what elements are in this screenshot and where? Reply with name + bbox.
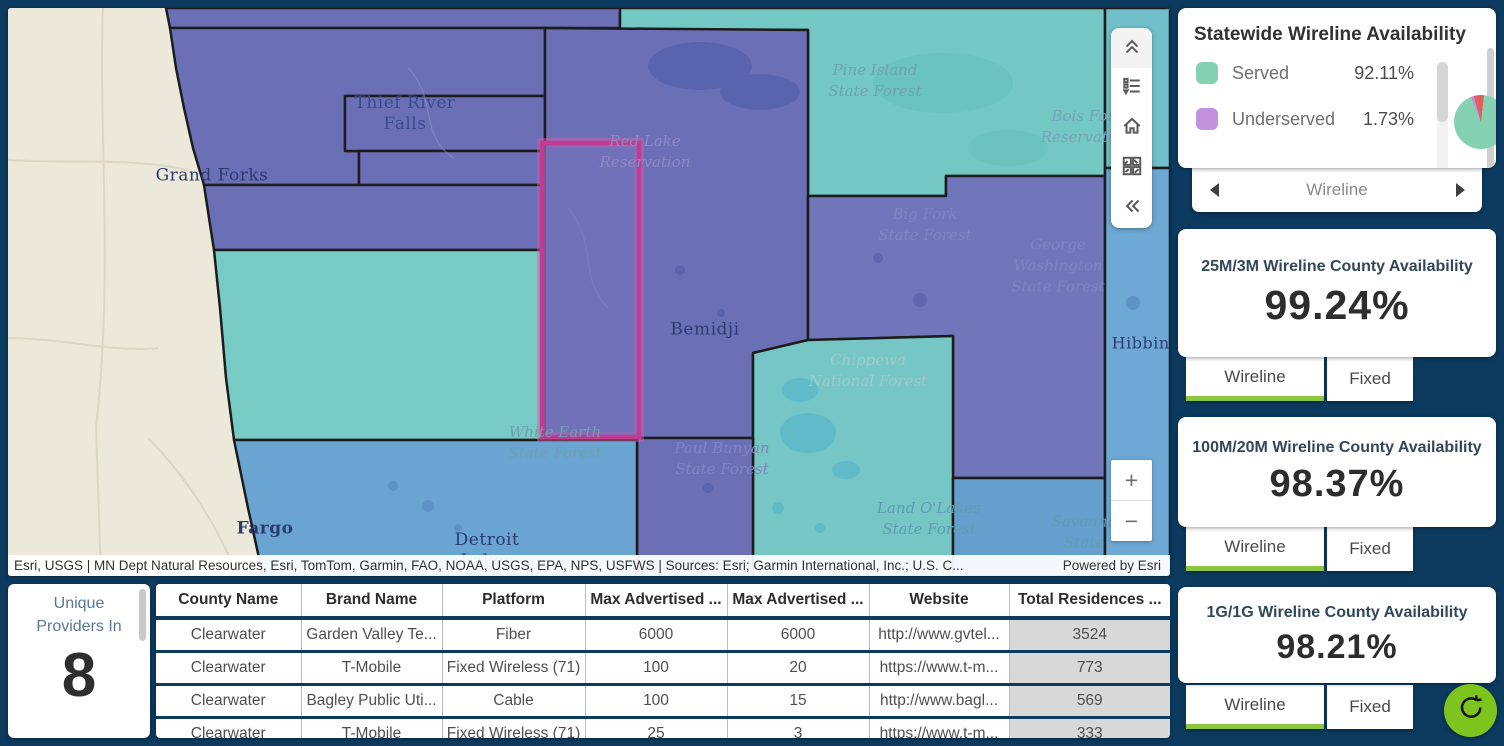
col-county-name[interactable]: County Name bbox=[156, 584, 302, 620]
stat-card: 100M/20M Wireline County Availability 98… bbox=[1178, 417, 1496, 527]
tab-fixed[interactable]: Fixed bbox=[1327, 357, 1413, 401]
stat-title: 25M/3M Wireline County Availability bbox=[1201, 257, 1473, 275]
stat-title: 100M/20M Wireline County Availability bbox=[1192, 438, 1482, 456]
basemap-gallery-button[interactable] bbox=[1111, 148, 1152, 188]
col-max-advertised-down[interactable]: Max Advertised ... bbox=[585, 584, 728, 620]
carousel-page-label: Wireline bbox=[1306, 180, 1368, 199]
tabs: Wireline Fixed bbox=[1178, 357, 1496, 401]
col-website[interactable]: Website bbox=[869, 584, 1010, 620]
tabs: Wireline Fixed bbox=[1178, 685, 1496, 729]
zoom-in-button[interactable]: + bbox=[1124, 466, 1139, 493]
col-total-residences[interactable]: Total Residences ... bbox=[1009, 584, 1170, 620]
indicator-scrollbar[interactable] bbox=[139, 589, 146, 641]
served-label: Served bbox=[1232, 62, 1290, 83]
stat-card: 25M/3M Wireline County Availability 99.2… bbox=[1178, 229, 1496, 357]
selected-county-clearwater bbox=[537, 138, 644, 442]
county-top-strip bbox=[164, 8, 622, 30]
stat-card: 1G/1G Wireline County Availability 98.21… bbox=[1178, 587, 1496, 683]
tab-fixed[interactable]: Fixed bbox=[1327, 527, 1413, 571]
website-link[interactable]: http://www.bagl... bbox=[869, 684, 1010, 719]
table-header-row: County Name Brand Name Platform Max Adve… bbox=[156, 584, 1170, 620]
county-becker bbox=[232, 438, 639, 576]
underserved-swatch bbox=[1196, 108, 1218, 130]
collapse-up-button[interactable] bbox=[1111, 28, 1152, 68]
card-1g-1g: 1G/1G Wireline County Availability 98.21… bbox=[1178, 587, 1496, 729]
refresh-button[interactable] bbox=[1444, 684, 1497, 737]
col-max-advertised-up[interactable]: Max Advertised ... bbox=[727, 584, 870, 620]
legend-item-underserved: Underserved 1.73% bbox=[1178, 96, 1496, 142]
chevron-double-up-icon bbox=[1121, 35, 1143, 62]
stat-title: 1G/1G Wireline County Availability bbox=[1206, 603, 1468, 621]
county-cass bbox=[751, 334, 955, 576]
panel-carousel: Wireline bbox=[1192, 168, 1482, 212]
zoom-out-button[interactable]: − bbox=[1111, 500, 1152, 541]
stat-value: 99.24% bbox=[1264, 281, 1410, 328]
underserved-value: 1.73% bbox=[1362, 108, 1414, 129]
powered-by-esri: Powered by Esri bbox=[1062, 558, 1161, 573]
lakes bbox=[388, 42, 1140, 533]
map-zoom-control: + − bbox=[1111, 460, 1152, 541]
county-norman bbox=[212, 248, 547, 442]
unique-providers-indicator: Unique Providers In 8 bbox=[8, 584, 150, 738]
attribution-text: Esri, USGS | MN Dept Natural Resources, … bbox=[14, 558, 964, 573]
stat-value: 98.37% bbox=[1269, 462, 1405, 505]
card-25m-3m: 25M/3M Wireline County Availability 99.2… bbox=[1178, 229, 1496, 401]
underserved-label: Underserved bbox=[1232, 108, 1336, 129]
triangle-left-icon bbox=[1209, 183, 1219, 197]
website-link[interactable]: https://www.t-m... bbox=[869, 651, 1010, 686]
statewide-availability-card: Statewide Wireline Availability Served 9… bbox=[1178, 8, 1496, 168]
stat-value: 98.21% bbox=[1276, 627, 1398, 666]
legend-button[interactable] bbox=[1111, 68, 1152, 108]
served-value: 92.11% bbox=[1354, 62, 1414, 83]
basemap-gallery-icon bbox=[1121, 155, 1143, 182]
table-row: Clearwater Garden Valley Te... Fiber 600… bbox=[156, 618, 1170, 653]
triangle-right-icon bbox=[1455, 183, 1465, 197]
map[interactable]: Thief River Falls Grand Forks Red Lake R… bbox=[8, 8, 1170, 576]
legend-list-icon bbox=[1121, 75, 1143, 102]
col-brand-name[interactable]: Brand Name bbox=[301, 584, 443, 620]
website-link[interactable]: https://www.t-m... bbox=[869, 717, 1010, 738]
col-platform[interactable]: Platform bbox=[442, 584, 586, 620]
tabs: Wireline Fixed bbox=[1178, 527, 1496, 571]
chevron-double-left-icon bbox=[1121, 195, 1143, 222]
legend-scrollbar[interactable] bbox=[1437, 62, 1448, 168]
county-red-lake bbox=[357, 149, 547, 187]
table-row: Clearwater T-Mobile Fixed Wireless (71) … bbox=[156, 717, 1170, 738]
roads bbox=[8, 8, 239, 576]
card-100m-20m: 100M/20M Wireline County Availability 98… bbox=[1178, 417, 1496, 571]
map-attribution-bar: Esri, USGS | MN Dept Natural Resources, … bbox=[8, 555, 1170, 576]
availability-pie-chart bbox=[1454, 95, 1496, 149]
legend-item-served: Served 92.11% bbox=[1178, 50, 1496, 96]
county-pennington bbox=[343, 94, 547, 153]
providers-table: County Name Brand Name Platform Max Adve… bbox=[156, 584, 1170, 738]
county-choropleth-map bbox=[8, 8, 1170, 576]
panel-title: Statewide Wireline Availability bbox=[1194, 24, 1466, 45]
map-toolbar bbox=[1111, 28, 1152, 228]
carousel-previous-button[interactable] bbox=[1192, 183, 1236, 197]
county-polk bbox=[202, 183, 547, 252]
county-aitkin bbox=[951, 476, 1107, 576]
table-row: Clearwater Bagley Public Uti... Cable 10… bbox=[156, 684, 1170, 719]
home-icon bbox=[1121, 115, 1143, 142]
home-button[interactable] bbox=[1111, 108, 1152, 148]
collapse-panel-button[interactable] bbox=[1111, 188, 1152, 228]
refresh-ccw-icon bbox=[1456, 693, 1486, 728]
served-swatch bbox=[1196, 62, 1218, 84]
county-shapes bbox=[164, 8, 1170, 576]
website-link[interactable]: http://www.gvtel... bbox=[869, 618, 1010, 653]
carousel-next-button[interactable] bbox=[1438, 183, 1482, 197]
indicator-value: 8 bbox=[61, 641, 97, 710]
tab-fixed[interactable]: Fixed bbox=[1327, 685, 1413, 729]
tab-wireline[interactable]: Wireline bbox=[1186, 685, 1324, 729]
indicator-title: Unique Providers In bbox=[36, 595, 122, 634]
tab-wireline[interactable]: Wireline bbox=[1186, 357, 1324, 401]
tab-wireline[interactable]: Wireline bbox=[1186, 527, 1324, 571]
statewide-availability-panel: Statewide Wireline Availability Served 9… bbox=[1178, 8, 1496, 212]
providers-table-card[interactable]: County Name Brand Name Platform Max Adve… bbox=[156, 584, 1170, 738]
table-row: Clearwater T-Mobile Fixed Wireless (71) … bbox=[156, 651, 1170, 686]
